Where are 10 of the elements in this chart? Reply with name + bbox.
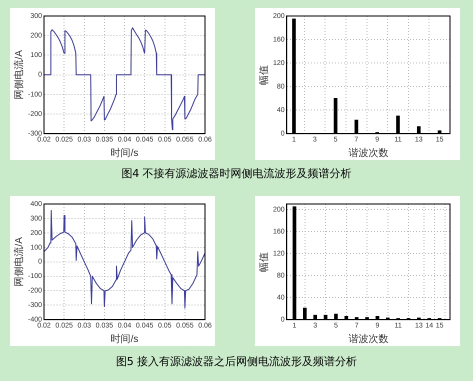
y-axis-title: 网侧电流/A (12, 236, 25, 287)
x-axis-title: 谐波次数 (348, 146, 388, 159)
x-axis-title: 时间/s (110, 146, 138, 159)
caption: 图4 不接有源滤波器时网侧电流波形及频谱分析 (120, 166, 353, 181)
y-axis-title: 幅值 (258, 64, 270, 85)
y-axis-title: 幅值 (258, 252, 270, 272)
y-axis-title: 网侧电流/A (12, 50, 25, 100)
caption: 图5 接入有源滤波器之后网侧电流波形及频谱分析 (114, 354, 358, 369)
x-axis-title: 时间/s (110, 332, 138, 345)
x-axis-title: 谐波次数 (348, 332, 388, 345)
